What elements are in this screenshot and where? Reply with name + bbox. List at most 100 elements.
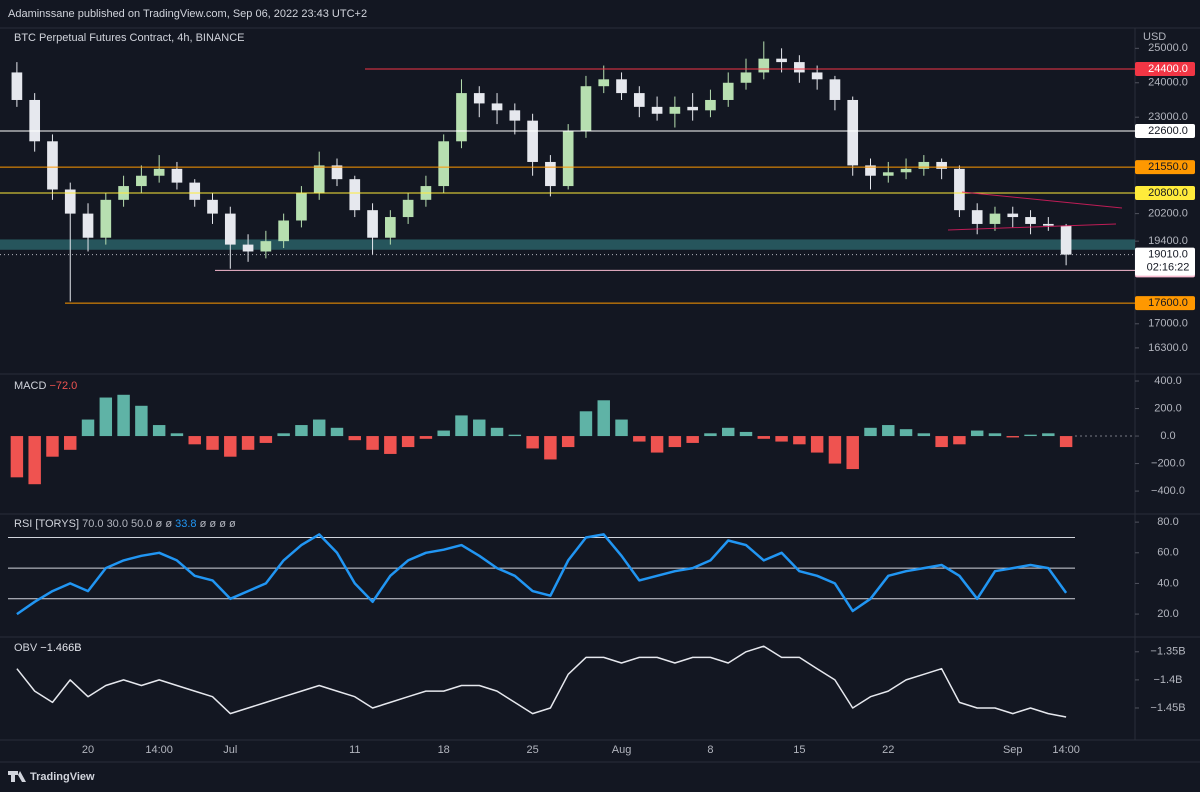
bar [970,430,984,437]
candle-body [954,168,965,211]
candle-body [527,120,538,162]
y-tick-label: 20.0 [1157,608,1178,620]
bar [490,427,504,437]
bar [722,427,735,437]
pane-title: RSI [TORYS] 70.0 30.0 50.0 ø ø 33.8 ø ø … [14,518,236,530]
candle-body [473,93,485,104]
bar [704,433,717,437]
candle-body [633,93,645,107]
bar [917,433,931,437]
y-tick-label: 400.0 [1154,375,1182,387]
pattern-line [947,223,1117,231]
candle-body [936,161,947,169]
y-tick-label: 20200.0 [1148,208,1188,220]
candle-body [171,168,183,183]
candle-body [1025,217,1036,224]
bar [686,436,699,443]
legend-value: ø [229,518,236,530]
bar [188,436,201,445]
bar [899,429,913,437]
candle-body [367,210,378,238]
bar [775,436,788,442]
bar [348,436,361,441]
candle-body [331,165,343,180]
candle-body [242,244,254,252]
candle-body [153,168,165,176]
candle-body [82,213,94,238]
candle-body [207,199,218,214]
candle-body [29,99,41,142]
candle-body [882,172,894,176]
bar [312,419,326,437]
candle-body [865,165,876,176]
candle-body [598,79,610,87]
bar [739,431,753,437]
candle-body [811,72,823,80]
candle-body [224,213,236,245]
legend-value: 30.0 [107,518,128,530]
bar [508,434,522,437]
bar [846,436,859,470]
legend-value: −72.0 [49,380,77,392]
candle-body [829,79,841,100]
candle-body [1042,223,1054,226]
bar [793,436,806,445]
y-tick-label: 16300.0 [1148,342,1188,354]
candle-body [313,165,325,193]
bar [935,436,948,448]
candle-body [616,79,627,94]
bar [330,427,344,437]
candle-body [402,199,414,218]
candle-body [794,62,805,73]
bar [28,436,41,485]
candle-body [687,106,698,111]
pane-title-text: RSI [TORYS] [14,518,79,530]
x-tick-label: Sep [1003,744,1023,756]
pane-title: OBV −1.466B [14,642,82,654]
level-badge [1135,185,1195,200]
bar [64,436,77,450]
candle-body [385,217,396,238]
bar [259,436,273,443]
bar [170,433,184,437]
y-tick-label: −400.0 [1151,485,1185,497]
bar [384,436,397,454]
y-tick-label: 60.0 [1157,547,1178,559]
y-tick-label: −1.4B [1153,674,1182,686]
candle-body [491,103,503,111]
candle-body [1007,213,1019,218]
bar [828,436,842,464]
bar [1006,436,1019,438]
candle-body [847,99,859,166]
bar [597,400,610,437]
level-label: 22600.0 [1148,125,1188,137]
candle-body [971,210,983,224]
candle-body [758,58,770,73]
level-label: 17600.0 [1148,297,1188,309]
x-tick-label: 20 [82,744,94,756]
bar [526,436,539,449]
pane-title: BTC Perpetual Futures Contract, 4h, BINA… [14,32,244,44]
candle-body [776,58,787,63]
legend-value: −1.466B [40,642,81,654]
bar [135,405,148,437]
bar [650,436,664,453]
candle-body [580,86,592,131]
candle-body [64,189,76,214]
pane-title: MACD −72.0 [14,380,77,392]
legend-value: ø [219,518,226,530]
legend-value: ø [200,518,207,530]
bar [988,433,1002,437]
bar [10,436,24,478]
x-tick-label: 11 [349,744,360,756]
y-tick-label: 24000.0 [1148,77,1188,89]
y-tick-label: 200.0 [1154,402,1182,414]
bar [1042,433,1055,437]
bar [206,436,219,450]
y-tick-label: 25000.0 [1148,42,1188,54]
candle-body [545,161,556,187]
candle-body [136,175,147,187]
y-tick-label: 19400.0 [1148,235,1188,247]
candle-body [260,241,272,252]
y-tick-label: −1.35B [1150,646,1185,658]
